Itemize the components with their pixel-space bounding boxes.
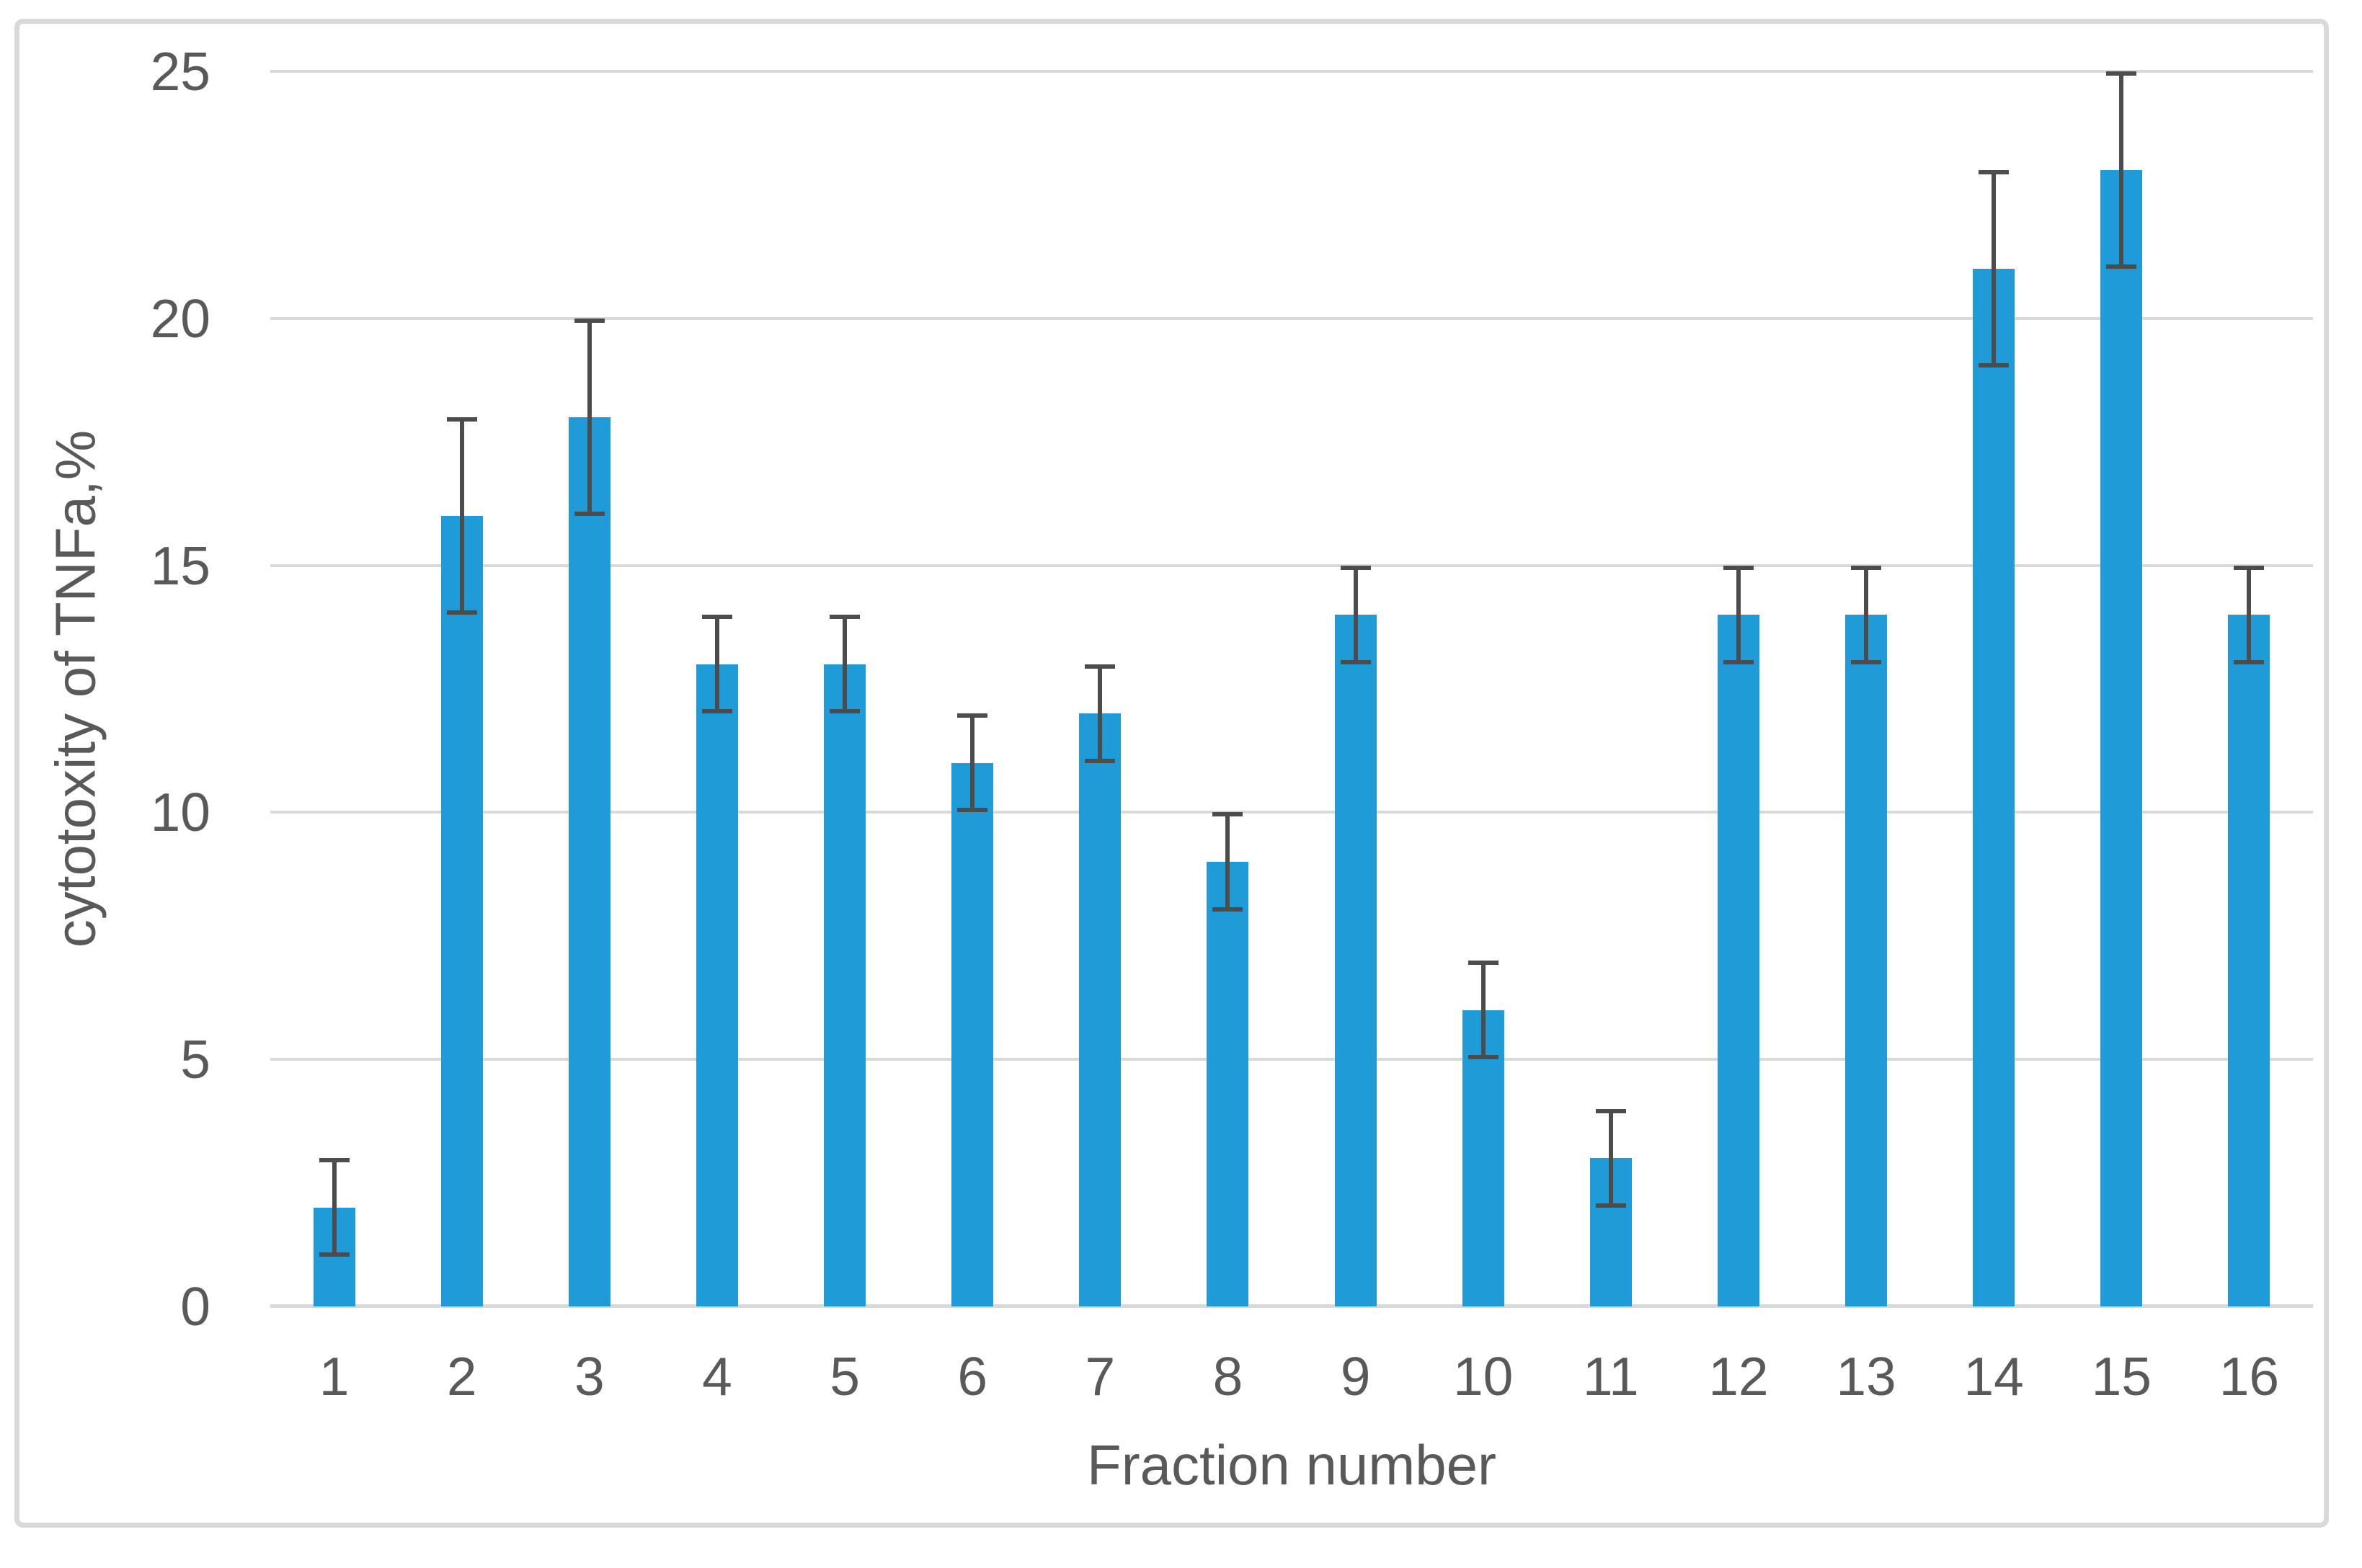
bar-fraction-12 xyxy=(1717,615,1759,1306)
bar-fraction-8 xyxy=(1207,861,1249,1306)
error-cap-bottom-11 xyxy=(1595,1203,1626,1208)
bar-fraction-2 xyxy=(440,516,483,1306)
x-tick-label-12: 12 xyxy=(1708,1346,1769,1407)
error-cap-top-12 xyxy=(1723,565,1754,570)
error-cap-top-16 xyxy=(2234,565,2265,570)
error-cap-bottom-9 xyxy=(1340,659,1371,664)
error-cap-bottom-4 xyxy=(701,709,732,714)
error-bar-fraction-6 xyxy=(970,713,975,813)
error-bar-fraction-7 xyxy=(1098,664,1103,763)
error-cap-top-3 xyxy=(574,318,605,323)
error-cap-top-11 xyxy=(1595,1108,1626,1113)
bar-fraction-3 xyxy=(568,416,611,1306)
y-axis-title-text: cytotoxity of TNFa,% xyxy=(43,429,107,948)
gridline-15 xyxy=(270,564,2313,567)
error-cap-bottom-14 xyxy=(1979,363,2010,368)
error-cap-bottom-6 xyxy=(957,808,988,813)
error-cap-bottom-5 xyxy=(830,709,861,714)
error-cap-top-4 xyxy=(701,615,732,620)
x-tick-label-14: 14 xyxy=(1963,1346,2024,1407)
x-tick-label-9: 9 xyxy=(1340,1346,1371,1407)
x-tick-label-11: 11 xyxy=(1582,1346,1639,1407)
bar-fraction-13 xyxy=(1845,615,1888,1306)
error-cap-bottom-12 xyxy=(1723,659,1754,664)
error-bar-fraction-4 xyxy=(714,615,719,714)
x-tick-label-7: 7 xyxy=(1085,1346,1116,1407)
y-tick-label-20: 20 xyxy=(150,288,210,349)
x-tick-label-4: 4 xyxy=(702,1346,732,1407)
gridline-25 xyxy=(270,70,2313,73)
error-bar-fraction-3 xyxy=(587,318,592,517)
bar-fraction-4 xyxy=(696,664,738,1306)
error-cap-bottom-1 xyxy=(319,1252,350,1257)
error-cap-bottom-2 xyxy=(446,610,477,615)
error-cap-top-2 xyxy=(446,416,477,422)
plot-area xyxy=(270,70,2313,1308)
x-tick-label-16: 16 xyxy=(2219,1346,2280,1407)
bar-fraction-16 xyxy=(2228,615,2270,1306)
bar-fraction-6 xyxy=(951,762,994,1306)
error-cap-top-15 xyxy=(2106,71,2137,76)
x-tick-label-1: 1 xyxy=(319,1346,350,1407)
error-cap-bottom-13 xyxy=(1851,659,1882,664)
x-tick-label-8: 8 xyxy=(1212,1346,1243,1407)
error-bar-fraction-15 xyxy=(2119,71,2124,270)
error-cap-bottom-3 xyxy=(574,512,605,517)
x-tick-label-15: 15 xyxy=(2091,1346,2152,1407)
error-bar-fraction-16 xyxy=(2247,565,2252,664)
bar-fraction-14 xyxy=(1973,269,2015,1306)
error-cap-top-13 xyxy=(1851,565,1882,570)
error-cap-top-10 xyxy=(1468,961,1499,966)
error-cap-top-5 xyxy=(830,615,861,620)
x-axis-title: Fraction number xyxy=(1087,1433,1496,1497)
y-tick-label-5: 5 xyxy=(180,1029,210,1090)
error-cap-bottom-7 xyxy=(1085,758,1116,763)
x-tick-label-13: 13 xyxy=(1836,1346,1896,1407)
x-tick-label-6: 6 xyxy=(957,1346,988,1407)
x-tick-label-5: 5 xyxy=(830,1346,860,1407)
x-axis-line xyxy=(270,1304,2313,1308)
y-tick-label-10: 10 xyxy=(150,782,210,843)
error-cap-top-1 xyxy=(319,1158,350,1163)
error-bar-fraction-10 xyxy=(1480,961,1486,1060)
y-tick-label-0: 0 xyxy=(180,1276,210,1337)
error-bar-fraction-5 xyxy=(843,615,848,714)
bar-fraction-15 xyxy=(2100,170,2143,1306)
error-cap-top-14 xyxy=(1979,170,2010,175)
error-bar-fraction-8 xyxy=(1225,812,1230,912)
y-tick-label-25: 25 xyxy=(150,41,210,102)
x-tick-label-2: 2 xyxy=(446,1346,477,1407)
error-bar-fraction-11 xyxy=(1608,1108,1613,1208)
y-tick-label-15: 15 xyxy=(150,535,210,596)
error-cap-bottom-10 xyxy=(1468,1055,1499,1060)
error-bar-fraction-14 xyxy=(1992,170,1997,368)
error-cap-bottom-8 xyxy=(1212,906,1243,912)
error-bar-fraction-1 xyxy=(332,1158,337,1257)
error-cap-top-8 xyxy=(1212,812,1243,817)
bar-fraction-5 xyxy=(824,664,866,1306)
gridline-10 xyxy=(270,811,2313,814)
error-cap-bottom-16 xyxy=(2234,659,2265,664)
gridline-20 xyxy=(270,316,2313,320)
error-bar-fraction-2 xyxy=(459,416,464,615)
bar-fraction-9 xyxy=(1334,615,1377,1306)
error-bar-fraction-13 xyxy=(1864,565,1869,664)
chart-border xyxy=(14,19,2329,1528)
x-tick-label-3: 3 xyxy=(574,1346,605,1407)
error-bar-fraction-9 xyxy=(1353,565,1358,664)
error-cap-top-6 xyxy=(957,713,988,718)
bar-fraction-7 xyxy=(1079,713,1122,1306)
error-bar-fraction-12 xyxy=(1736,565,1741,664)
x-tick-label-10: 10 xyxy=(1452,1346,1514,1407)
gridline-5 xyxy=(270,1058,2313,1061)
error-cap-top-7 xyxy=(1085,664,1116,669)
error-cap-top-9 xyxy=(1340,565,1371,570)
error-cap-bottom-15 xyxy=(2106,264,2137,270)
